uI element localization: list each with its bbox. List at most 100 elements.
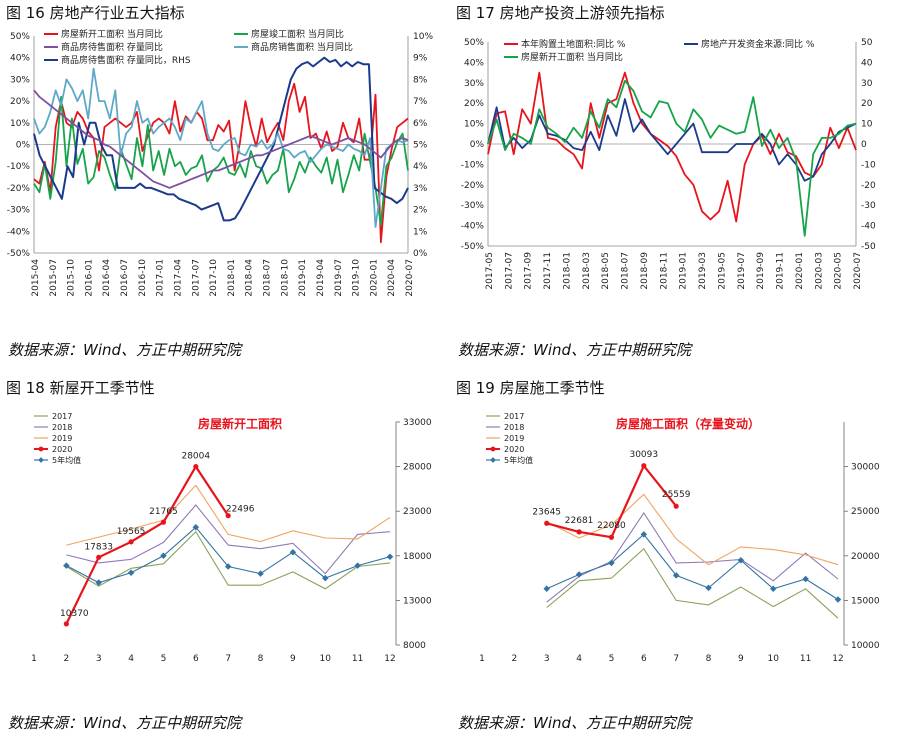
y2-tick-label-right: 5% (413, 141, 428, 151)
series-line-2019 (546, 493, 839, 566)
legend-marker (38, 446, 44, 452)
legend-label: 5年均值 (52, 455, 81, 465)
y-tick-label-left: 30% (464, 79, 484, 89)
x-tick-label: 2019-01 (679, 252, 689, 290)
y2-tick-label-right: 7% (413, 97, 428, 107)
data-label-2020: 23645 (532, 507, 561, 517)
x-tick-label: 10 (320, 654, 332, 664)
y2-tick-label-right: 10 (861, 120, 873, 130)
legend-label: 房地产开发资金来源:同比 % (701, 38, 815, 50)
x-tick-label: 2018-05 (601, 252, 611, 290)
y-tick-label-left: 50% (10, 32, 30, 42)
x-tick-label: 2018-07 (263, 259, 273, 297)
x-tick-label: 2019-05 (717, 252, 727, 290)
y-tick-label: 33000 (403, 418, 432, 428)
chart-17-upstream-indicators: 50% 40% 30% 20% 10% 0% -10% -20% -30% -40% -50% 50 4… (461, 38, 876, 290)
legend-label: 房屋新开工面积 当月同比 (61, 28, 163, 40)
series-line-2018 (66, 504, 391, 575)
x-tick-label: 2018-09 (640, 252, 650, 290)
y-tick-label-left: -50% (7, 249, 31, 259)
y-tick-label-left: -30% (461, 201, 485, 211)
point-avg (127, 569, 135, 577)
data-label-2020: 30093 (629, 450, 658, 460)
y2-tick-label-right: 20 (861, 99, 873, 109)
point-2020 (673, 503, 679, 509)
y2-tick-label-right: -30 (861, 201, 876, 211)
y2-tick-label-right: 2% (413, 206, 428, 216)
x-tick-label: 2016-01 (84, 259, 94, 297)
point-avg (95, 579, 102, 586)
data-label-2020: 10370 (60, 609, 89, 619)
point-2020 (193, 463, 199, 470)
y-tick-label: 15000 (851, 596, 880, 606)
y2-tick-label-right: 30 (861, 79, 873, 89)
point-avg (257, 570, 264, 577)
x-tick-label: 2016-04 (102, 259, 112, 297)
y2-tick-label-right: 0 (861, 140, 867, 150)
y2-tick-label-right: 50 (861, 38, 873, 48)
x-tick-label: 1 (31, 654, 37, 664)
legend-label: 商品房待售面积 存量同比，RHS (61, 54, 191, 66)
legend-label: 本年购置土地面积:同比 % (521, 38, 626, 50)
y-tick-label-left: 0% (16, 141, 31, 151)
x-tick-label: 3 (544, 654, 550, 664)
y-tick-label: 30000 (851, 463, 880, 473)
series-line-4 (33, 89, 409, 189)
data-label-2020: 28004 (181, 452, 210, 462)
y-tick-label-left: -40% (7, 227, 31, 237)
x-tick-label: 2019-11 (776, 252, 786, 290)
x-tick-label: 2017-05 (485, 252, 495, 290)
x-tick-label: 2019-03 (698, 252, 708, 290)
x-tick-label: 2019-10 (352, 259, 362, 297)
x-tick-label: 2020-07 (853, 252, 863, 290)
x-tick-label: 2019-07 (334, 259, 344, 297)
point-2020 (576, 529, 582, 535)
x-tick-label: 2020-04 (387, 259, 397, 297)
point-avg (386, 553, 394, 560)
x-tick-label: 2018-04 (245, 259, 255, 297)
figure-17-title: 图 17 房地产投资上游领先指标 (456, 4, 665, 22)
y-tick-label-left: -50% (461, 242, 485, 252)
point-2020 (128, 539, 134, 545)
x-tick-label: 5 (161, 654, 167, 664)
x-tick-label: 8 (706, 654, 712, 664)
data-label-2020: 22080 (597, 521, 626, 531)
legend-label: 2020 (52, 445, 72, 454)
y-tick-label-left: 40% (464, 58, 484, 68)
y-tick-label-left: 10% (10, 119, 30, 129)
x-tick-label: 2019-04 (316, 259, 326, 297)
x-tick-label: 2018-11 (659, 252, 669, 290)
point-avg (160, 552, 167, 560)
data-label-2020: 21765 (149, 507, 178, 517)
x-tick-label: 2015-10 (67, 259, 77, 297)
series-line-2 (33, 56, 409, 222)
data-label-2020: 22681 (565, 516, 594, 526)
legend-label: 2018 (52, 423, 72, 432)
x-tick-label: 2017-01 (156, 259, 166, 297)
point-2020 (544, 520, 550, 526)
x-tick-label: 2016-07 (120, 259, 130, 297)
series-line-2018 (546, 512, 839, 603)
y2-tick-label-right: 3% (413, 184, 428, 194)
x-tick-label: 2020-07 (405, 259, 415, 297)
legend-label: 房屋新开工面积 当月同比 (521, 51, 623, 63)
y-tick-label-left: 10% (464, 120, 484, 130)
x-tick-label: 2016-10 (138, 259, 148, 297)
x-tick-label: 2020-05 (834, 252, 844, 290)
figure-16-source: 数据来源：Wind、方正中期研究院 (8, 341, 242, 359)
legend-marker (490, 446, 496, 452)
y-tick-label: 20000 (851, 552, 880, 562)
x-tick-label: 5 (609, 654, 615, 664)
data-label-2020: 22496 (226, 505, 255, 515)
x-tick-label: 2018-10 (280, 259, 290, 297)
y2-tick-label-right: 8% (413, 75, 428, 85)
series-line-3 (33, 67, 409, 228)
x-tick-label: 2019-09 (756, 252, 766, 290)
series-line-1 (33, 95, 409, 226)
y-tick-label-left: -40% (461, 222, 485, 232)
legend-label: 2017 (52, 412, 72, 421)
series-line-2017 (546, 547, 839, 619)
x-tick-label: 2020-01 (369, 259, 379, 297)
y2-tick-label-right: 40 (861, 58, 873, 68)
